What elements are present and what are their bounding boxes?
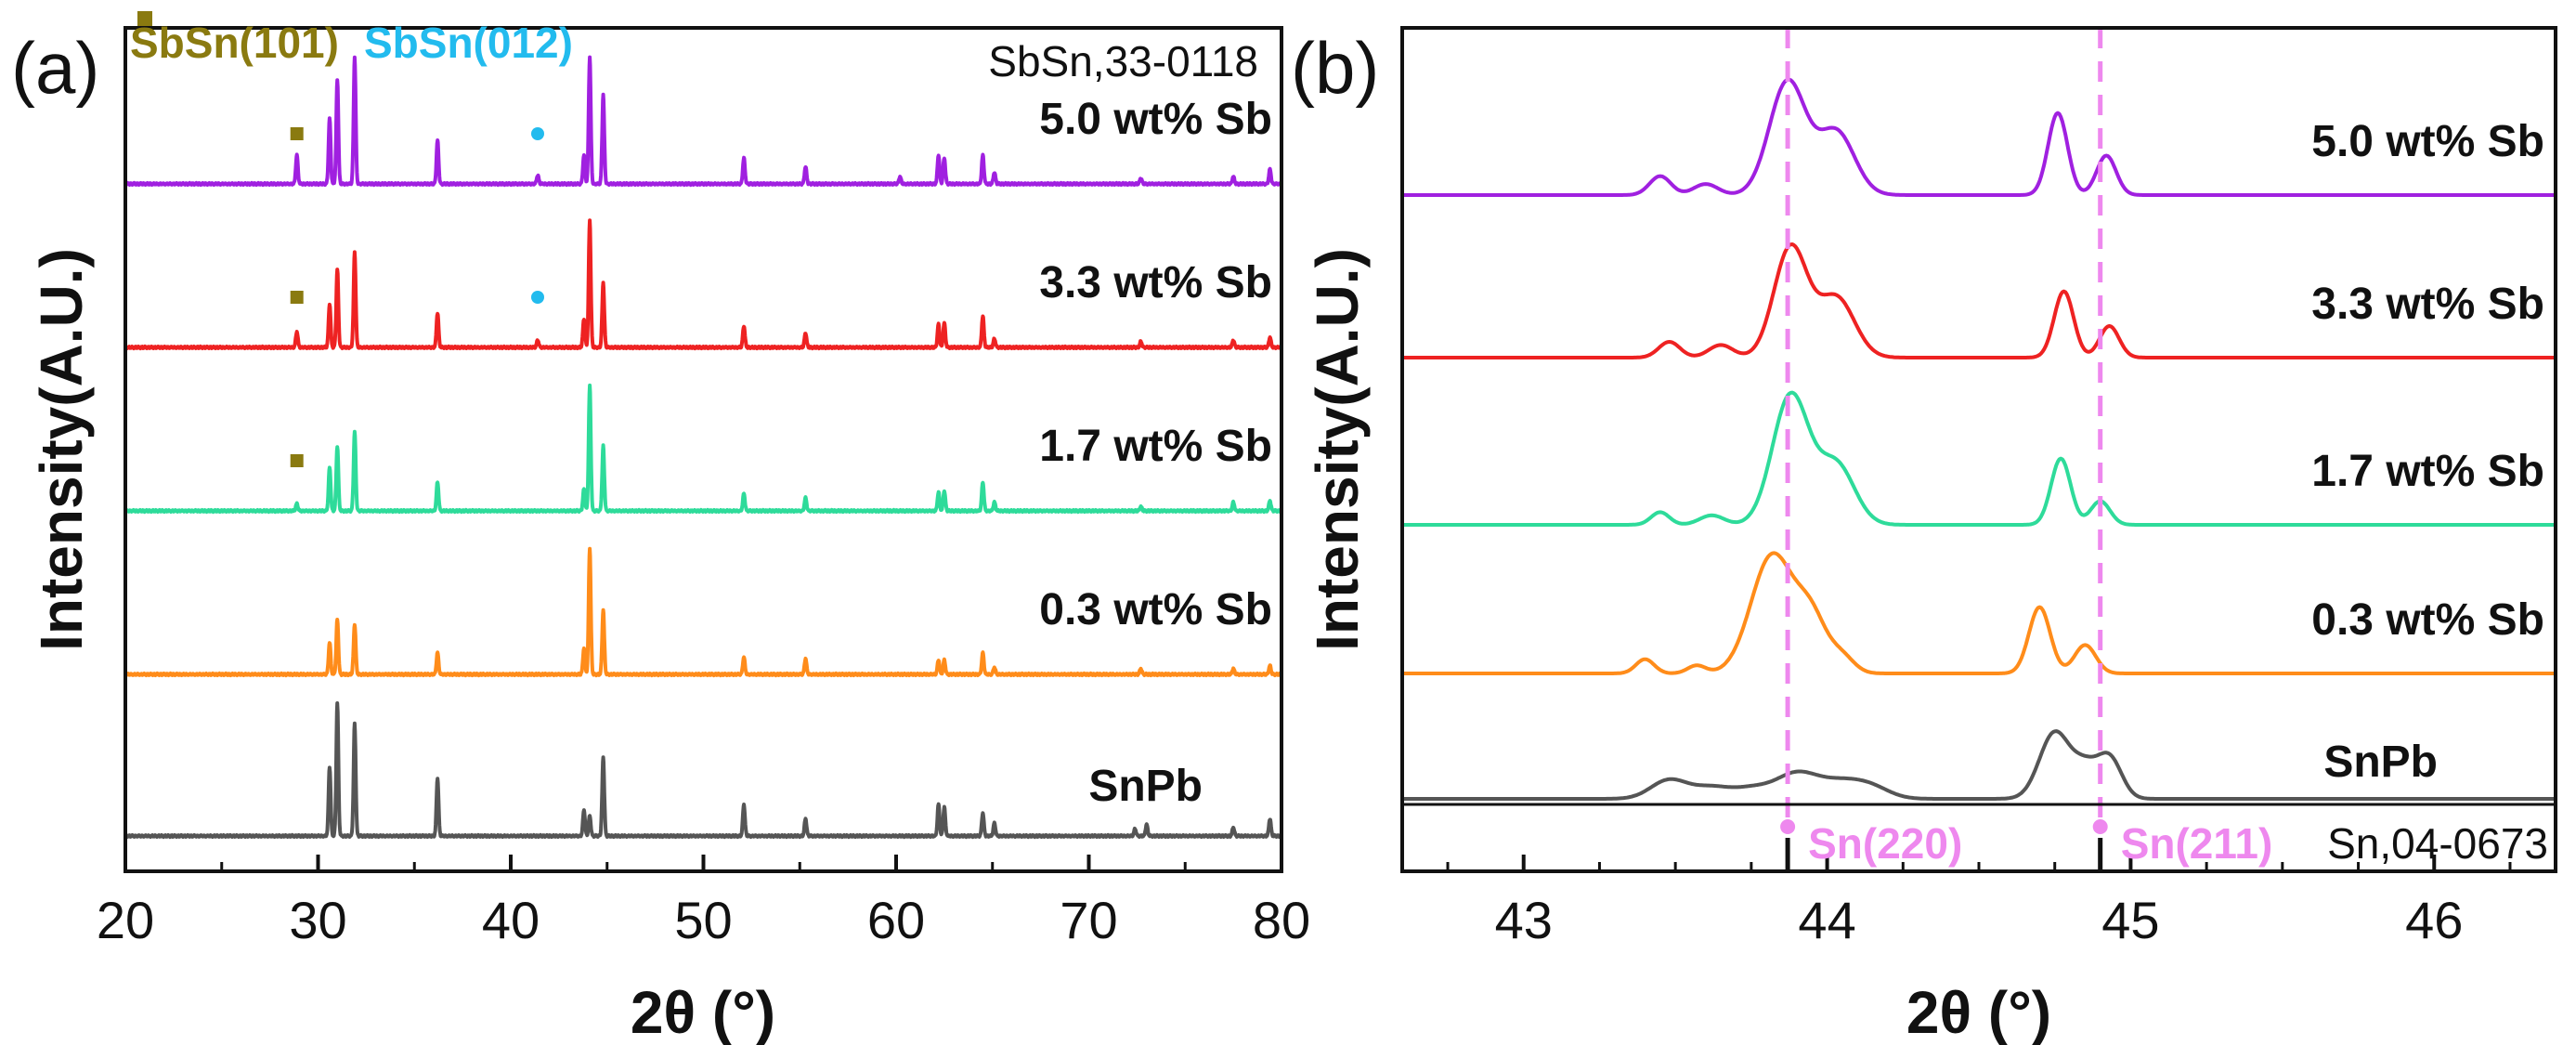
panel-a-x-tick-label: 80	[1253, 891, 1310, 949]
sn220-reference-dot	[1780, 819, 1796, 834]
panel-a-x-tick-label: 20	[97, 891, 154, 949]
panel-b-label-1-7-wt-sb: 1.7 wt% Sb	[2311, 447, 2544, 496]
sn211-reference-label: Sn(211)	[2121, 819, 2273, 868]
panel-b-x-tick-label: 46	[2405, 891, 2463, 949]
panel-b-x-tick-label: 45	[2101, 891, 2159, 949]
panel-b: 43 44 45 46 (b) Sn(220) Sn(211) Sn,04-0673 …	[1291, 26, 2557, 1045]
panel-a-label-0-3-wt-sb: 0.3 wt% Sb	[1039, 585, 1272, 634]
panel-a-x-tick-label: 50	[674, 891, 732, 949]
panel-a-x-ticks: 20 30 40 50 60 70 80	[97, 855, 1310, 949]
panel-a-label-5-0-wt-sb: 5.0 wt% Sb	[1039, 95, 1272, 144]
panel-b-label-0-3-wt-sb: 0.3 wt% Sb	[2311, 595, 2544, 645]
panel-b-x-axis-title: 2θ (°)	[1906, 979, 2051, 1045]
panel-b-label-3-3-wt-sb: 3.3 wt% Sb	[2311, 280, 2544, 329]
panel-a-y-axis-title: Intensity(A.U.)	[28, 248, 95, 651]
panel-a-curves	[124, 55, 1283, 840]
panel-b-label: (b)	[1291, 27, 1379, 109]
panel-b-x-tick-label: 44	[1798, 891, 1855, 949]
sbsn012-peak-marker	[531, 291, 544, 304]
sbsn012-legend-label: SbSn(012)	[364, 19, 573, 67]
panel-a: 20 30 40 50 60 70 80 (a) SbSn(101) SbSn(012) S…	[11, 11, 1310, 1045]
sbsn101-legend-label: SbSn(101)	[130, 19, 339, 67]
panel-b-curves	[1401, 77, 2556, 801]
panel-b-curve-3-3-wt-sb	[1401, 242, 2556, 359]
panel-b-y-axis-title: Intensity(A.U.)	[1304, 248, 1371, 651]
panel-a-label-snpb: SnPb	[1088, 762, 1203, 811]
sn220-reference-label: Sn(220)	[1808, 819, 1962, 868]
sbsn101-legend-marker	[137, 11, 152, 26]
panel-b-reference-text: Sn,04-0673	[2327, 819, 2548, 868]
panel-b-x-tick-label: 43	[1495, 891, 1553, 949]
panel-b-curve-5-0-wt-sb	[1401, 77, 2556, 197]
panel-a-curve-5-0-wt-sb	[124, 55, 1283, 188]
sbsn101-peak-marker	[290, 291, 304, 304]
panel-a-reference-text: SbSn,33-0118	[988, 37, 1258, 85]
panel-b-label-5-0-wt-sb: 5.0 wt% Sb	[2311, 117, 2544, 166]
panel-a-x-tick-label: 30	[289, 891, 346, 949]
sbsn101-peak-marker	[290, 127, 304, 140]
sbsn012-peak-marker	[531, 127, 544, 140]
panel-b-curve-0-3-wt-sb	[1401, 551, 2556, 675]
panel-a-label-1-7-wt-sb: 1.7 wt% Sb	[1039, 422, 1272, 471]
panel-a-label-3-3-wt-sb: 3.3 wt% Sb	[1039, 258, 1272, 307]
panel-b-curve-1-7-wt-sb	[1401, 390, 2556, 527]
panel-a-curve-1-7-wt-sb	[124, 383, 1283, 515]
panel-a-x-axis-title: 2θ (°)	[631, 979, 775, 1045]
panel-a-x-tick-label: 70	[1060, 891, 1117, 949]
panel-a-x-tick-label: 60	[867, 891, 925, 949]
panel-a-curve-3-3-wt-sb	[124, 218, 1283, 351]
sbsn101-peak-marker	[290, 454, 304, 467]
panel-b-curve-snpb	[1401, 729, 2556, 801]
panel-a-curve-snpb	[124, 701, 1283, 840]
panel-a-curve-0-3-wt-sb	[124, 546, 1283, 678]
panel-a-peak-markers	[290, 127, 544, 467]
panel-b-x-ticks: 43 44 45 46	[1446, 855, 2512, 949]
panel-b-label-snpb: SnPb	[2323, 738, 2438, 787]
sn211-reference-dot	[2092, 819, 2108, 834]
panel-a-label: (a)	[11, 27, 99, 109]
panel-a-x-tick-label: 40	[482, 891, 540, 949]
